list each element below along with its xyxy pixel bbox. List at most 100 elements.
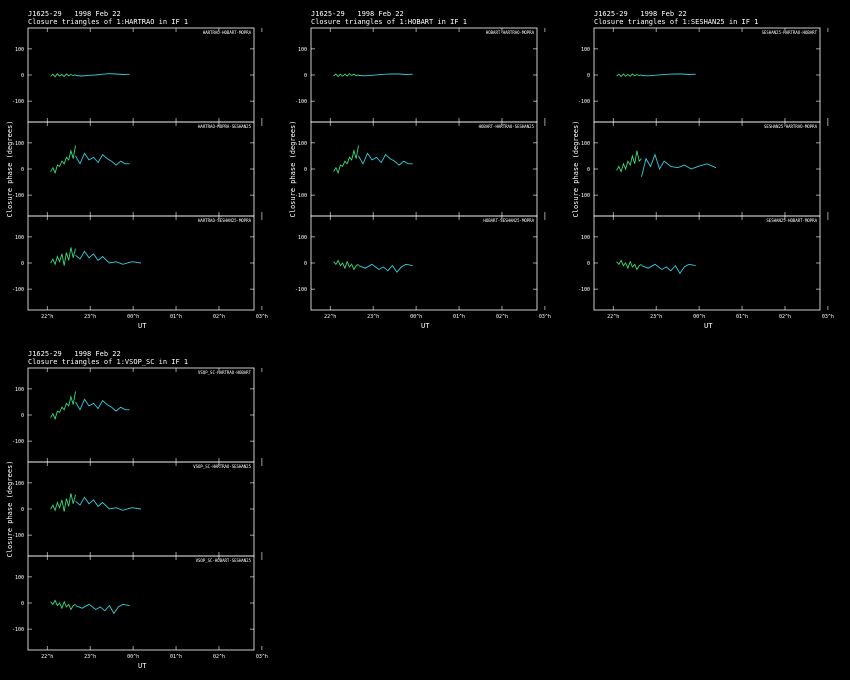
panel-frame: [27, 555, 255, 651]
series-line: [50, 145, 76, 175]
x-tick-label: 03^h: [256, 314, 268, 320]
y-tick-label: 100: [15, 141, 24, 147]
y-tick-label: -100: [578, 287, 590, 293]
x-tick-label: 03^h: [539, 314, 551, 320]
y-tick-label: -100: [295, 99, 307, 105]
group-title-line2: Closure triangles of 1:VSOP_SC in IF 1: [28, 358, 189, 366]
group-title-line2: Closure triangles of 1:HARTRAO in IF 1: [28, 18, 189, 26]
y-tick-label: -100: [12, 439, 24, 445]
y-tick-label: 0: [304, 73, 307, 79]
x-tick-label: 23^h: [84, 654, 96, 660]
x-tick-label: 01^h: [170, 654, 182, 660]
y-tick-label: 100: [298, 141, 307, 147]
x-tick-label: 22^h: [324, 314, 336, 320]
series-line: [75, 603, 130, 615]
panel-label: SESHAN25-HARTRAO-MOPRA: [764, 124, 818, 129]
series-line: [75, 398, 130, 412]
y-tick-label: -100: [295, 287, 307, 293]
x-tick-label: 22^h: [41, 654, 53, 660]
y-tick-label: -100: [12, 99, 24, 105]
y-tick-label: 0: [587, 73, 590, 79]
y-tick-label: 0: [21, 73, 24, 79]
group-title-line2: Closure triangles of 1:SESHAN25 in IF 1: [594, 18, 759, 26]
panel-label: HARTRAO-SESHAN25-MOPRA: [198, 218, 252, 223]
x-axis-label: UT: [704, 322, 713, 330]
group-title-line1: J1625-29 1998 Feb 22: [28, 10, 121, 18]
series-line: [358, 263, 413, 273]
panel-label: SESHAN25-HARTRAO-HOBART: [762, 30, 818, 35]
panel-label: VSOP_SC-HARTRAO-HOBART: [198, 370, 252, 375]
series-line: [616, 150, 642, 173]
panel-label: HARTRAO-HOBART-MOPRA: [203, 30, 252, 35]
x-tick-label: 00^h: [410, 314, 422, 320]
panel-label: VSOP_SC-HOBART-SESHAN25: [196, 558, 252, 563]
y-tick-label: 100: [15, 235, 24, 241]
y-tick-label: -100: [12, 627, 24, 633]
x-axis-label: UT: [138, 662, 147, 670]
x-tick-label: 02^h: [779, 314, 791, 320]
panel-label: HOBART-HARTRAO-SESHAN25: [479, 124, 535, 129]
y-tick-label: 100: [581, 47, 590, 53]
y-tick-label: 100: [15, 387, 24, 393]
x-tick-label: 00^h: [127, 654, 139, 660]
panel-label: VSOP_SC-HARTRAO-SESHAN25: [193, 464, 251, 469]
series-line: [641, 73, 696, 77]
y-tick-label: 0: [304, 261, 307, 267]
x-tick-label: 02^h: [213, 654, 225, 660]
panel-label: HARTRAO-MOPRA-SESHAN25: [198, 124, 252, 129]
y-tick-label: 100: [298, 235, 307, 241]
series-line: [333, 259, 359, 271]
series-line: [75, 250, 142, 265]
x-tick-label: 22^h: [41, 314, 53, 320]
y-tick-label: 100: [581, 141, 590, 147]
series-line: [333, 145, 359, 175]
x-tick-label: 03^h: [256, 654, 268, 660]
y-tick-label: -100: [12, 193, 24, 199]
x-tick-label: 23^h: [367, 314, 379, 320]
y-tick-label: 100: [581, 235, 590, 241]
y-tick-label: 0: [304, 167, 307, 173]
y-tick-label: 100: [15, 575, 24, 581]
x-tick-label: 02^h: [496, 314, 508, 320]
series-line: [50, 599, 76, 611]
panel-label: HOBART-HARTRAO-MOPRA: [486, 30, 535, 35]
series-line: [616, 73, 642, 78]
y-tick-label: -100: [578, 193, 590, 199]
x-tick-label: 00^h: [127, 314, 139, 320]
y-tick-label: 100: [15, 47, 24, 53]
group-title-line2: Closure triangles of 1:HOBART in IF 1: [311, 18, 467, 26]
x-tick-label: 01^h: [170, 314, 182, 320]
x-tick-label: 01^h: [453, 314, 465, 320]
y-tick-label: 0: [21, 507, 24, 513]
y-tick-label: 0: [21, 261, 24, 267]
series-line: [75, 73, 130, 77]
x-axis-label: UT: [421, 322, 430, 330]
group-title-line1: J1625-29 1998 Feb 22: [311, 10, 404, 18]
panel-label: HOBART-SESHAN25-MOPRA: [483, 218, 534, 223]
series-line: [616, 259, 642, 271]
y-tick-label: 0: [21, 601, 24, 607]
panel-label: SESHAN25-HOBART-MOPRA: [766, 218, 817, 223]
y-tick-label: 0: [21, 413, 24, 419]
series-line: [75, 152, 130, 166]
series-line: [50, 391, 76, 421]
series-line: [50, 247, 76, 266]
x-tick-label: 23^h: [650, 314, 662, 320]
x-tick-label: 22^h: [607, 314, 619, 320]
series-line: [50, 493, 76, 512]
group-title-line1: J1625-29 1998 Feb 22: [28, 350, 121, 358]
y-tick-label: 0: [21, 167, 24, 173]
series-line: [75, 496, 142, 511]
x-axis-label: UT: [138, 322, 147, 330]
x-tick-label: 03^h: [822, 314, 834, 320]
series-line: [333, 73, 359, 78]
series-line: [358, 73, 413, 77]
series-line: [641, 263, 696, 275]
x-tick-label: 00^h: [693, 314, 705, 320]
y-tick-label: 0: [587, 167, 590, 173]
x-tick-label: 01^h: [736, 314, 748, 320]
x-tick-label: 23^h: [84, 314, 96, 320]
